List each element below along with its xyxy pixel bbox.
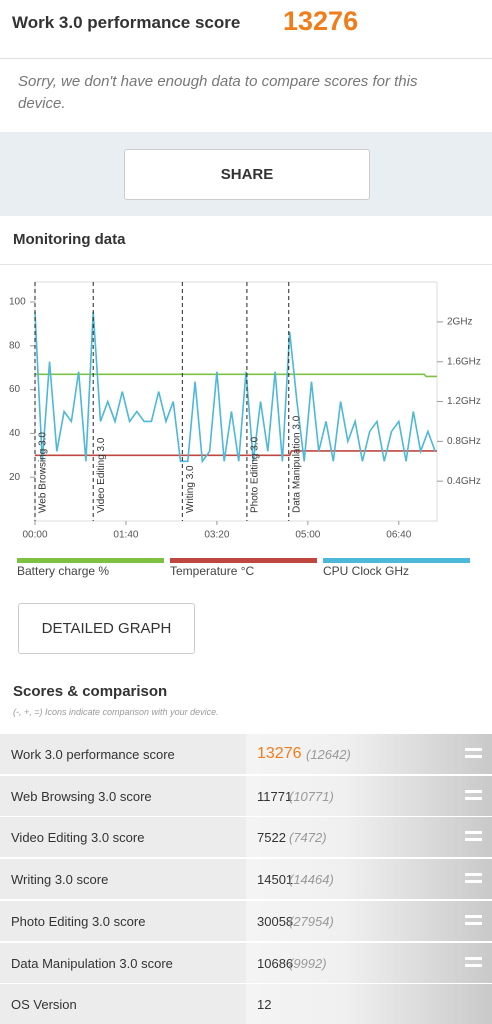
score-value: 11771 — [257, 788, 293, 804]
score-row: Video Editing 3.0 score 7522 (7472) — [0, 817, 492, 858]
x-tick-label: 00:00 — [22, 530, 47, 541]
score-cell: 13276 (12642) — [246, 734, 492, 774]
compare-icon — [465, 747, 482, 760]
x-tick-label: 05:00 — [295, 530, 320, 541]
score-compare: (14464) — [289, 872, 334, 888]
score-value: 12 — [257, 997, 272, 1013]
icon-bar — [465, 873, 482, 877]
section-label: Writing 3.0 — [185, 465, 196, 513]
compare-icon — [465, 789, 482, 802]
score-label: Web Browsing 3.0 score — [11, 788, 152, 804]
icon-bar — [465, 748, 482, 751]
score-compare: (9992) — [289, 955, 327, 971]
score-label: Data Manipulation 3.0 score — [11, 955, 173, 971]
score-row: Work 3.0 performance score 13276 (12642) — [0, 734, 492, 774]
score-cell: 10686 (9992) — [246, 942, 492, 983]
detail-button[interactable]: DETAILED GRAPH — [18, 603, 195, 654]
score-cell: 11771 (10771) — [246, 775, 492, 816]
message: Sorry, we don't have enough data to comp… — [18, 73, 418, 112]
score-label: OS Version — [11, 997, 77, 1013]
x-tick-label: 06:40 — [386, 530, 411, 541]
y-tick-label: 100 — [9, 297, 26, 308]
score-value: 10686 — [257, 955, 294, 971]
icon-bar — [465, 880, 482, 884]
score-cell: 14501 (14464) — [246, 859, 492, 900]
score-label: Video Editing 3.0 score — [11, 830, 145, 846]
chart: 20 40 60 80 100 0.4GHz 0.8GHz 1.2GHz 1.6GHz 2GHz 0… — [9, 281, 481, 578]
icon-bar — [465, 956, 482, 960]
section-label: Video Editing 3.0 — [96, 437, 107, 513]
score-compare: (10771) — [289, 788, 334, 804]
legend-label: CPU Clock GHz — [323, 564, 409, 578]
scores-subtitle: (-, +, =) Icons indicate comparison with… — [13, 707, 219, 717]
score-value: 7522 — [257, 830, 286, 846]
y2-tick-label: 1.2GHz — [447, 396, 481, 407]
section-label: Web Browsing 3.0 — [38, 432, 49, 513]
compare-icon — [465, 830, 482, 843]
score-row: Web Browsing 3.0 score 11771 (10771) — [0, 775, 492, 816]
icon-bar — [465, 921, 482, 925]
score-label: Photo Editing 3.0 score — [11, 913, 146, 929]
score-cell: 30058 (27954) — [246, 900, 492, 941]
score-value: 30058 — [257, 913, 294, 929]
y2-tick-label: 0.8GHz — [447, 436, 481, 447]
y2-tick-label: 0.4GHz — [447, 476, 481, 487]
legend-swatch — [323, 558, 470, 563]
icon-bar — [465, 963, 482, 967]
x-tick-label: 01:40 — [113, 530, 138, 541]
header-title: Work 3.0 performance score — [12, 13, 241, 32]
header: Work 3.0 performance score 13276 — [0, 0, 492, 59]
score-label: Work 3.0 performance score — [11, 747, 175, 762]
compare-icon — [465, 956, 482, 969]
compare-icon — [465, 914, 482, 927]
icon-bar — [465, 789, 482, 793]
y-tick-label: 80 — [9, 340, 21, 351]
x-tick-label: 03:20 — [204, 530, 229, 541]
score-label: Writing 3.0 score — [11, 872, 109, 888]
score-value: 14501 — [257, 872, 294, 888]
score-compare: (12642) — [306, 747, 351, 762]
score-cell: 12 — [246, 984, 492, 1024]
score-value: 13276 — [257, 745, 302, 762]
y2-tick-label: 1.6GHz — [447, 356, 481, 367]
score-row: Data Manipulation 3.0 score 10686 (9992) — [0, 942, 492, 983]
legend-swatch — [170, 558, 317, 563]
section-label: Photo Editing 3.0 — [250, 436, 261, 513]
icon-bar — [465, 831, 482, 835]
legend-swatch — [17, 558, 164, 563]
legend-label: Battery charge % — [17, 564, 109, 578]
header-score: 13276 — [283, 6, 359, 36]
divider — [0, 264, 492, 265]
y-tick-label: 60 — [9, 384, 21, 395]
y-tick-label: 40 — [9, 428, 21, 439]
scores-title: Scores & comparison — [13, 683, 168, 700]
icon-bar — [465, 914, 482, 918]
y-tick-label: 20 — [9, 472, 21, 483]
score-row: Writing 3.0 score 14501 (14464) — [0, 859, 492, 900]
series-line — [34, 311, 436, 464]
score-row: OS Version 12 — [0, 984, 492, 1024]
compare-icon — [465, 872, 482, 885]
share-button[interactable]: SHARE — [124, 149, 370, 200]
icon-bar — [465, 755, 482, 758]
legend-label: Temperature °C — [170, 564, 254, 578]
section-label: Data Manipulation 3.0 — [291, 415, 302, 513]
monitoring-title: Monitoring data — [13, 231, 126, 248]
y2-tick-label: 2GHz — [447, 317, 473, 328]
icon-bar — [465, 838, 482, 842]
series-line — [35, 373, 437, 378]
score-compare: (27954) — [289, 913, 334, 929]
icon-bar — [465, 796, 482, 800]
score-compare: (7472) — [289, 830, 327, 846]
score-cell: 7522 (7472) — [246, 817, 492, 858]
score-row: Photo Editing 3.0 score 30058 (27954) — [0, 900, 492, 941]
